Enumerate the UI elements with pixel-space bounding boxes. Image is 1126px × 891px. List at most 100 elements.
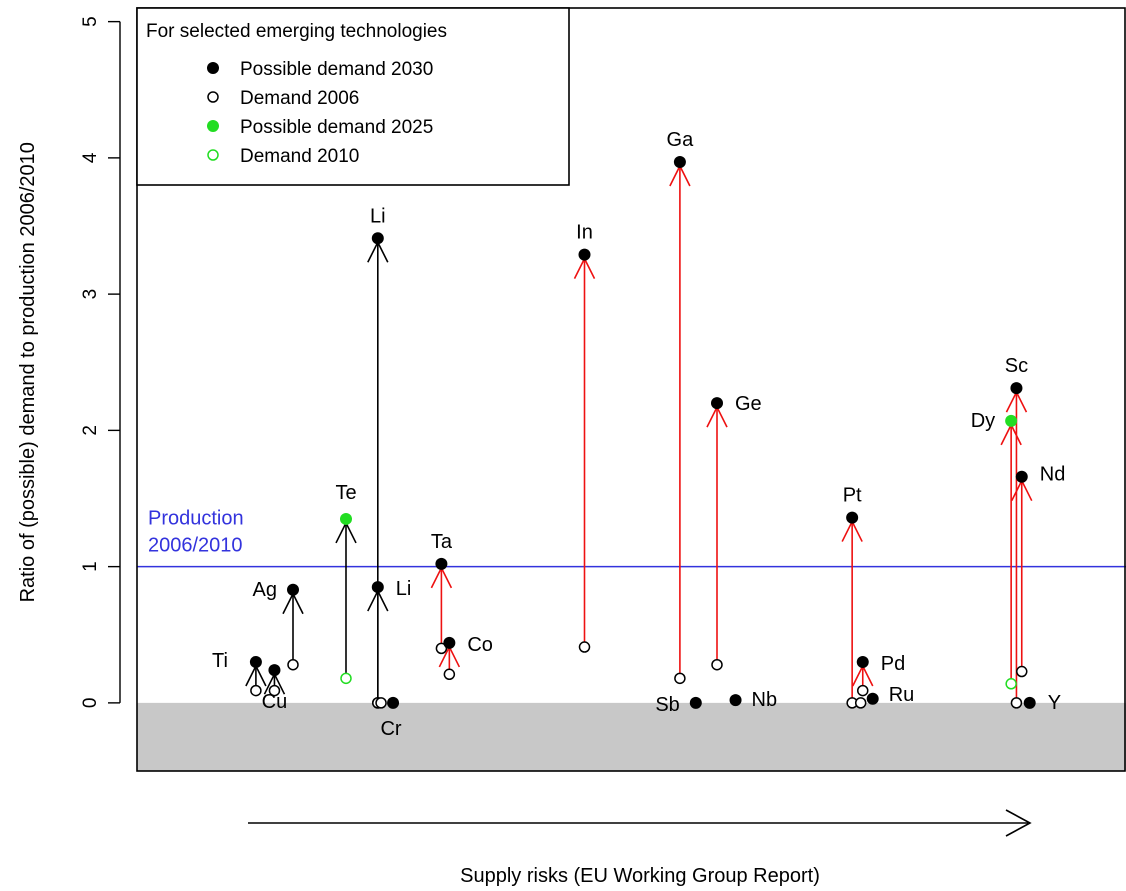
arrow-sc <box>1005 390 1028 698</box>
legend-entry: Demand 2010 <box>207 146 359 167</box>
point-te-future <box>340 512 352 525</box>
point-cr-before <box>375 697 387 709</box>
label-y: Y <box>1048 692 1061 714</box>
y-tick-label: 4 <box>80 152 101 163</box>
point-cu-future <box>268 664 281 677</box>
point-pd-future <box>856 656 869 668</box>
point-dy-before <box>1005 678 1017 690</box>
point-ru-future <box>866 692 879 705</box>
point-ti-future <box>249 656 262 668</box>
point-nd-future <box>1015 470 1028 483</box>
label-in: In <box>576 222 593 244</box>
point-ga-future <box>673 155 686 168</box>
point-sc-future <box>1010 382 1023 395</box>
production-label-line2: 2006/2010 <box>148 535 243 557</box>
legend-entry: Possible demand 2030 <box>207 59 433 80</box>
point-pd-before <box>857 684 869 697</box>
legend-title: For selected emerging technologies <box>146 21 447 42</box>
data-points <box>249 155 1036 709</box>
point-ti-before <box>250 684 262 697</box>
point-ag-before <box>287 658 299 671</box>
point-nd-before <box>1016 665 1028 678</box>
point-li-future <box>371 581 384 594</box>
legend-entry-label: Possible demand 2025 <box>240 117 433 138</box>
label-cu: Cu <box>262 691 288 713</box>
legend-entry-label: Demand 2010 <box>240 146 359 167</box>
below-zero-shading <box>137 702 1126 771</box>
point-ge-before <box>711 658 723 671</box>
label-pt: Pt <box>843 485 862 507</box>
point-co-before <box>443 668 456 681</box>
arrow-te <box>335 521 357 674</box>
label-pd: Pd <box>881 653 905 675</box>
point-ta-before <box>435 642 448 655</box>
point-ag-future <box>287 583 299 596</box>
label-ga: Ga <box>667 129 695 151</box>
label-co: Co <box>467 634 493 656</box>
point-dy-future <box>1005 414 1018 427</box>
y-tick-label: 2 <box>80 425 101 436</box>
y-axis-label: Ratio of (possible) demand to production… <box>17 142 39 602</box>
point-cu-before <box>268 684 281 697</box>
label-ta: Ta <box>431 531 453 553</box>
point-te-before <box>340 672 352 685</box>
point-ga-before <box>674 672 686 685</box>
y-tick-label: 1 <box>80 561 101 572</box>
arrow-ge <box>706 405 728 660</box>
label-ru: Ru <box>889 684 915 706</box>
label-sc: Sc <box>1005 355 1028 377</box>
label-nd: Nd <box>1040 464 1066 486</box>
point-in-future <box>578 248 591 261</box>
arrow-ag <box>282 591 304 660</box>
label-nb: Nb <box>752 689 778 711</box>
supply-risk-arrow <box>248 809 1032 837</box>
legend: For selected emerging technologies Possi… <box>136 7 570 186</box>
arrow-pd <box>852 664 874 687</box>
legend-entry: Possible demand 2025 <box>207 117 433 138</box>
demand-arrows <box>245 164 1033 698</box>
point-nb-future <box>729 694 742 707</box>
element-labels: Ti Cu Ag Te Li Li Cr Ta Co In Ga Sb Ge Nb Pt Pd Ru Dy Sc Nd… <box>212 129 1065 740</box>
arrow-in <box>573 256 596 643</box>
arrow-ti <box>245 664 267 687</box>
production-label-line1: Production <box>148 508 244 530</box>
plot-frame <box>136 7 1126 772</box>
legend-entry-label: Possible demand 2030 <box>240 59 433 80</box>
point-co-future <box>443 636 456 649</box>
y-tick-label: 0 <box>80 698 101 709</box>
label-dy: Dy <box>971 410 995 432</box>
label-ag: Ag <box>253 579 277 601</box>
point-sc-before <box>1010 697 1023 709</box>
legend-marker <box>207 149 219 161</box>
point-li-future <box>371 232 384 245</box>
label-te: Te <box>335 482 356 504</box>
legend-entry: Demand 2006 <box>207 88 359 109</box>
point-ta-future <box>435 557 448 570</box>
point-y-future <box>1023 696 1036 709</box>
point-in-before <box>578 641 591 653</box>
label-li: Li <box>370 205 386 227</box>
y-tick-label: 5 <box>80 16 101 27</box>
label-ti: Ti <box>212 650 228 672</box>
arrow-dy <box>1000 423 1022 679</box>
label-ge: Ge <box>735 393 762 415</box>
legend-marker <box>207 91 219 103</box>
y-axis-ticks: 0 1 2 3 4 5 <box>80 16 120 708</box>
y-tick-label: 3 <box>80 289 101 300</box>
x-axis-label: Supply risks (EU Working Group Report) <box>460 865 820 887</box>
point-sb-future <box>689 696 702 709</box>
legend-entry-label: Demand 2006 <box>240 88 359 109</box>
arrow-li <box>367 589 389 698</box>
legend-marker <box>207 120 219 132</box>
point-pt-future <box>846 511 859 524</box>
arrow-ta <box>430 566 453 644</box>
legend-entries: Possible demand 2030 Demand 2006 Possible … <box>207 59 433 167</box>
point-ru-before <box>854 697 867 709</box>
point-ge-future <box>711 397 723 410</box>
arrow-nd <box>1011 478 1033 667</box>
point-cr-future <box>387 696 400 709</box>
label-li: Li <box>396 578 412 600</box>
arrow-ga <box>669 164 691 674</box>
legend-marker <box>207 62 219 74</box>
